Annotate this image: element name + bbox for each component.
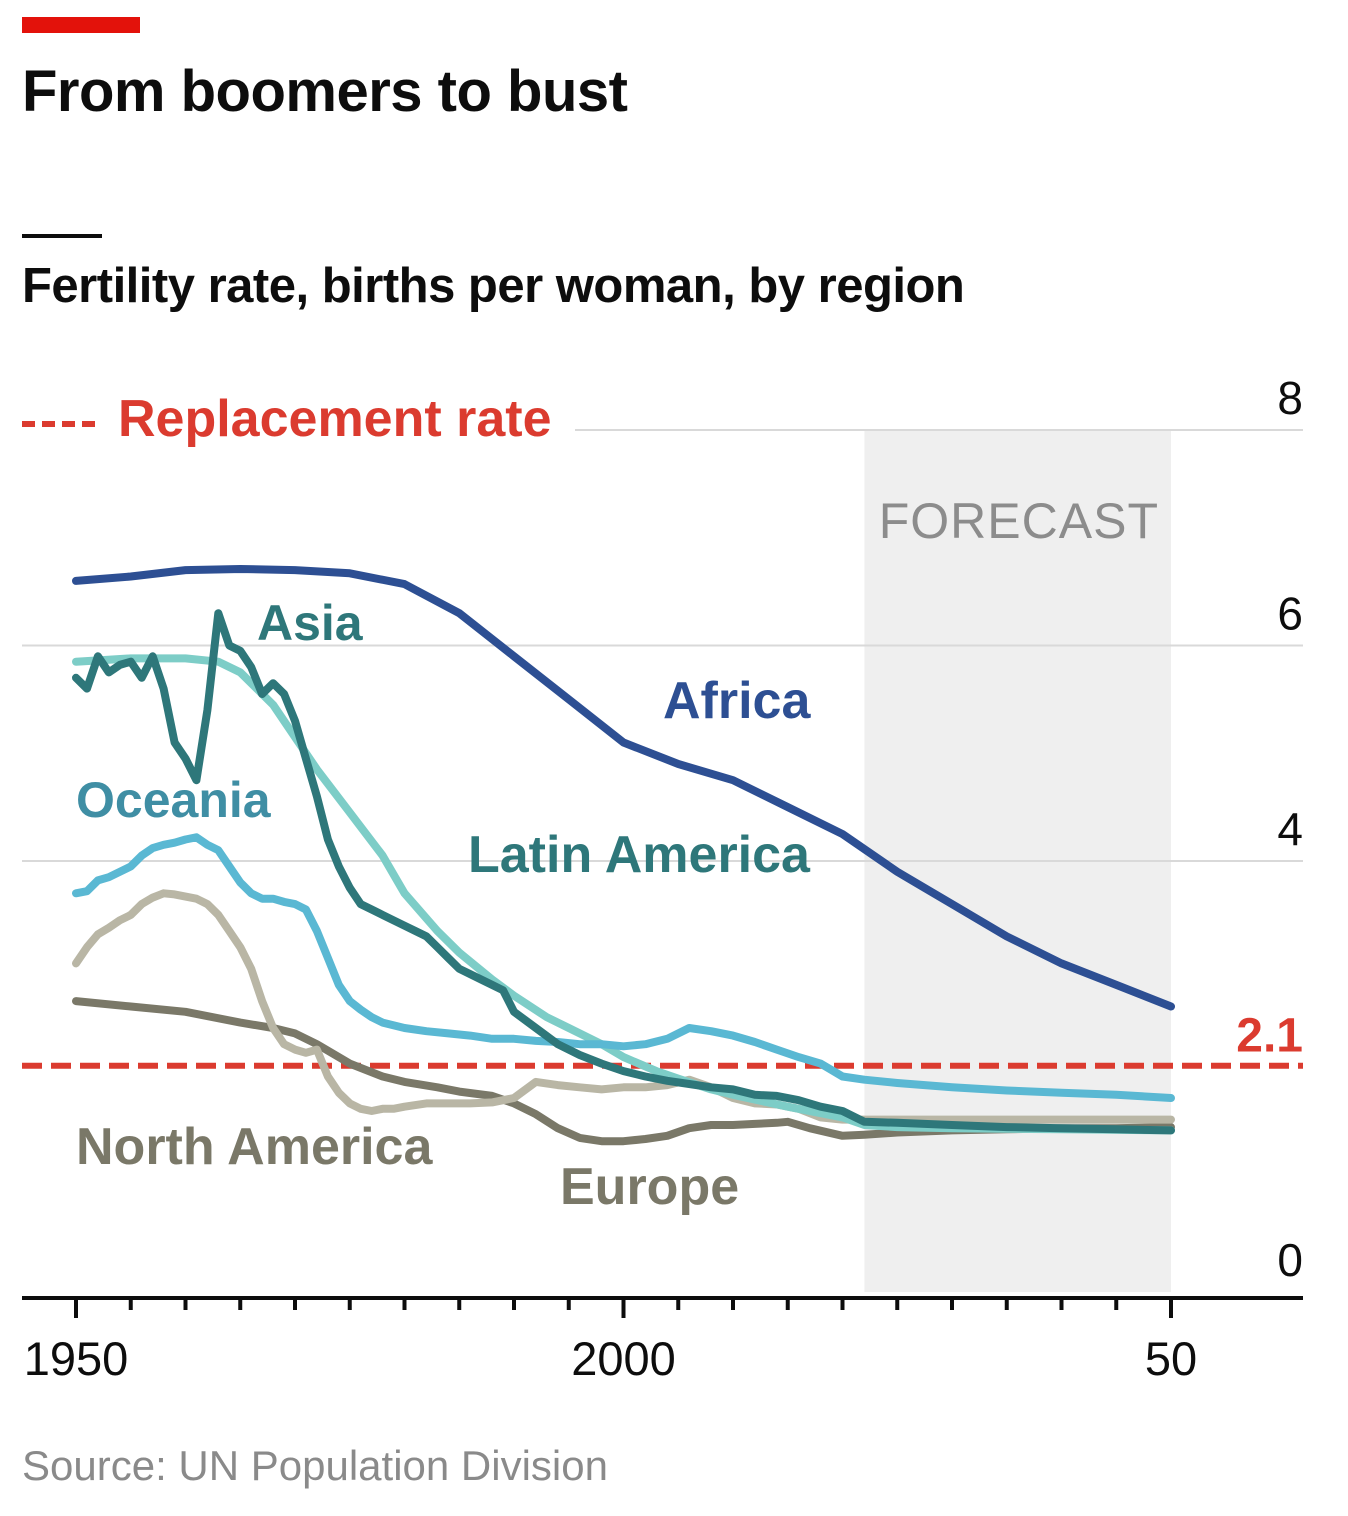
subtitle-rule [22,234,102,238]
forecast-label: FORECAST [879,493,1159,549]
series-line-latin-america [72,654,1175,1135]
label-africa: Africa [663,672,811,730]
label-asia: Asia [257,595,364,651]
label-latin-america: Latin America [468,826,811,884]
x-tick-label-1950: 1950 [24,1332,129,1385]
x-axis: 1950 2000 50 [22,1296,1303,1385]
y-tick-label-8: 8 [1277,372,1303,424]
label-europe: Europe [560,1158,739,1216]
label-oceania: Oceania [76,772,272,828]
replacement-line-group: 2.1 [22,1010,1303,1069]
series-labels: Replacement rate Asia Africa Oceania Latin A… [22,390,811,1216]
x-tick-label-2000: 2000 [571,1332,676,1385]
replacement-value-label: 2.1 [1236,1010,1303,1063]
y-tick-label-4: 4 [1277,803,1303,855]
series-line-oceania [72,833,1175,1102]
y-tick-label-6: 6 [1277,588,1303,640]
series-line-africa [72,565,1175,1011]
series-line-north-america [72,997,1175,1146]
source-note: Source: UN Population Division [22,1442,608,1489]
label-replacement-rate: Replacement rate [118,390,552,448]
series-line-asia [72,609,1175,1135]
y-tick-label-0: 0 [1277,1234,1303,1286]
brand-red-bar [22,17,140,33]
chart-title: From boomers to bust [22,59,628,124]
x-tick-label-50: 50 [1145,1332,1197,1385]
chart-subtitle: Fertility rate, births per woman, by reg… [22,259,965,313]
fertility-line-chart: FORECAST 0 4 6 8 2.1 1950 2000 50 Replacement… [22,372,1303,1385]
series-lines [72,565,1175,1146]
label-north-america: North America [76,1118,433,1176]
